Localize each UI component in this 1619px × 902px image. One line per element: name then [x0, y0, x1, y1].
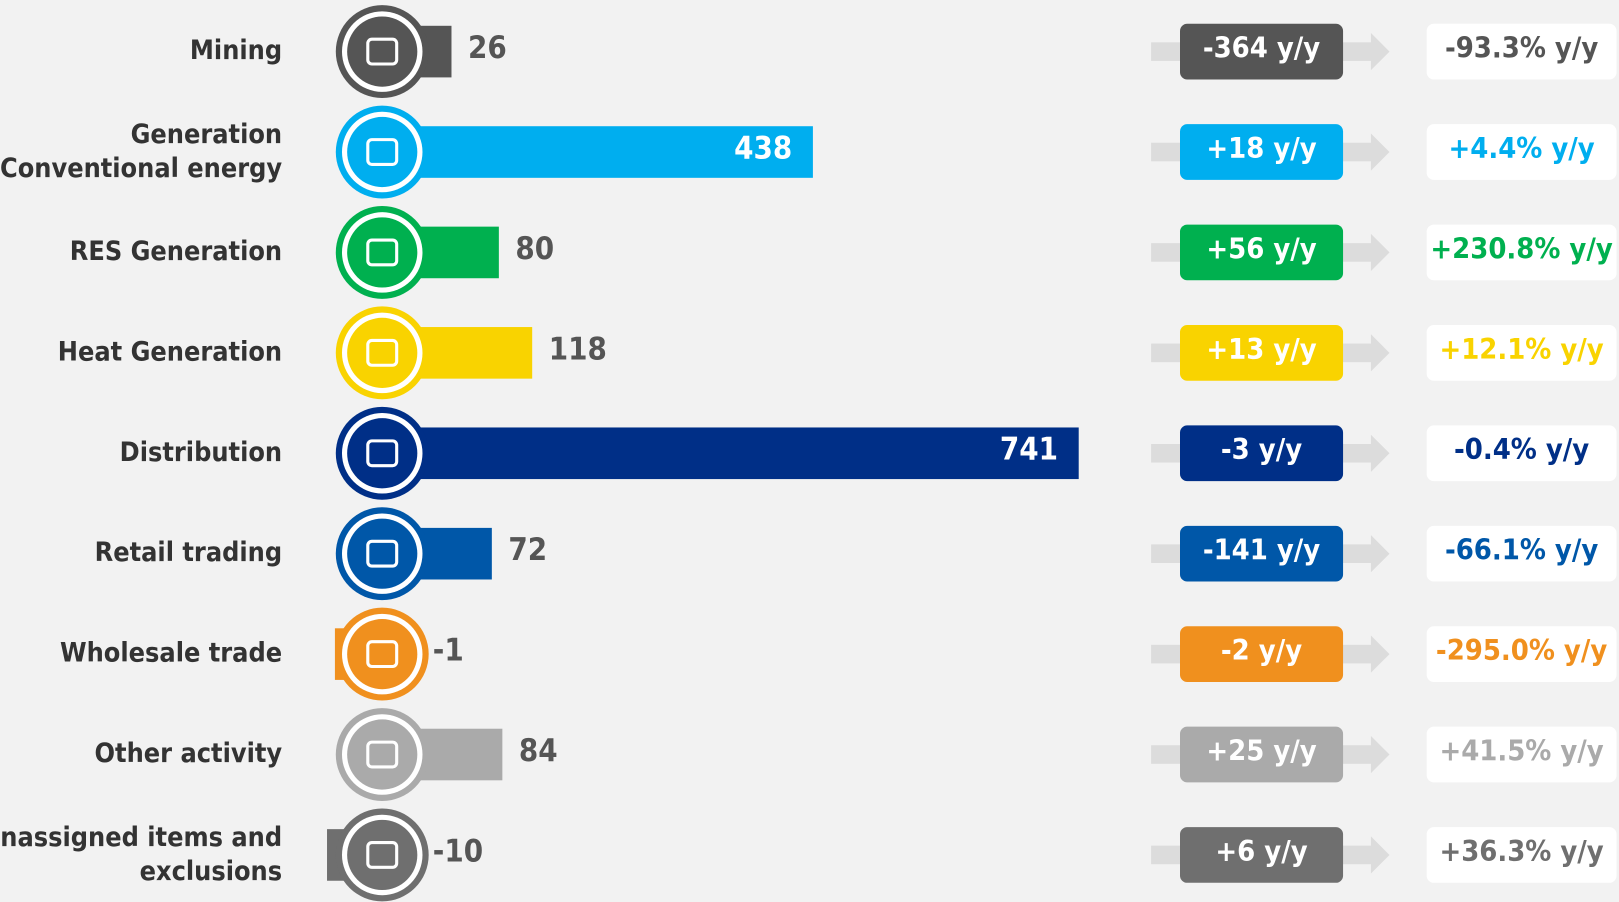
yoy-pct-box [1426, 525, 1617, 582]
yoy-box [1180, 425, 1344, 482]
yoy-pct: -93.3% y/y [1445, 31, 1598, 65]
yoy-pct-box [1426, 23, 1617, 80]
category-label: Wholesale trade [60, 638, 282, 669]
icon-core [347, 16, 418, 87]
yoy-box [1180, 324, 1344, 381]
value-label: 26 [468, 30, 507, 66]
category-label: Generation Conventional energy [0, 118, 282, 183]
value-label: 72 [508, 532, 547, 568]
icon-core [347, 819, 418, 891]
icon-core [347, 418, 418, 489]
yoy-change: +25 y/y [1206, 733, 1316, 767]
category-label: Unassigned items and exclusions [0, 821, 282, 886]
value-label: -1 [433, 633, 464, 669]
yoy-box [1180, 827, 1344, 883]
arrow-head [1370, 133, 1390, 171]
yoy-pct: +4.4% y/y [1448, 131, 1594, 165]
yoy-pct: +36.3% y/y [1439, 834, 1603, 868]
value-label: 84 [519, 733, 558, 769]
arrow-head [1370, 334, 1390, 372]
yoy-pct-box [1426, 324, 1617, 381]
yoy-pct: -295.0% y/y [1436, 633, 1607, 667]
category-label: Distribution [120, 437, 282, 468]
yoy-pct-box [1426, 425, 1617, 482]
yoy-pct: -0.4% y/y [1454, 432, 1589, 466]
arrow-head [1370, 535, 1390, 573]
icon-core [347, 619, 418, 690]
yoy-change: +6 y/y [1215, 834, 1307, 868]
yoy-pct: -66.1% y/y [1445, 533, 1598, 567]
icon-glyph [366, 439, 399, 468]
yoy-pct-box [1426, 726, 1617, 783]
icon-core [347, 217, 418, 288]
arrow-head [1370, 33, 1390, 71]
yoy-pct-box [1426, 224, 1617, 281]
icon-core [347, 317, 418, 388]
yoy-box [1180, 23, 1344, 80]
yoy-box [1180, 525, 1344, 582]
yoy-pct-box [1426, 124, 1617, 180]
icon-glyph [366, 539, 399, 568]
yoy-change: +56 y/y [1206, 231, 1316, 265]
yoy-pct: +12.1% y/y [1439, 332, 1603, 366]
yoy-change: +13 y/y [1206, 332, 1316, 366]
icon-glyph [366, 740, 399, 769]
value-label: 438 [734, 130, 792, 166]
yoy-box [1180, 124, 1344, 180]
icon-core [347, 719, 418, 790]
bar [382, 126, 813, 178]
value-label: 118 [549, 331, 607, 367]
value-label: 741 [1000, 432, 1058, 468]
yoy-pct-box [1426, 626, 1617, 682]
yoy-change: +18 y/y [1206, 131, 1316, 165]
yoy-change: -3 y/y [1221, 432, 1302, 466]
icon-glyph [366, 138, 399, 166]
value-label: 80 [515, 231, 554, 267]
icon-glyph [366, 640, 399, 669]
category-label: RES Generation [70, 236, 282, 267]
arrow-head [1370, 735, 1390, 774]
icon-glyph [366, 238, 399, 267]
yoy-box [1180, 224, 1344, 281]
yoy-change: -364 y/y [1203, 31, 1320, 65]
category-label: Mining [190, 35, 282, 66]
yoy-pct: +41.5% y/y [1439, 733, 1603, 767]
icon-core [347, 518, 418, 589]
icon-glyph [366, 37, 399, 66]
icon-glyph [366, 841, 399, 869]
category-label: Other activity [95, 738, 283, 769]
value-label: -10 [433, 833, 483, 869]
arrow-head [1370, 434, 1390, 472]
yoy-box [1180, 626, 1344, 682]
arrow-head [1370, 233, 1390, 272]
yoy-change: -141 y/y [1203, 533, 1320, 567]
yoy-pct-box [1426, 827, 1617, 883]
icon-glyph [366, 338, 399, 367]
yoy-change: -2 y/y [1221, 633, 1302, 667]
category-label: Retail trading [95, 537, 282, 568]
yoy-pct: +230.8% y/y [1430, 231, 1612, 265]
yoy-box [1180, 726, 1344, 783]
icon-core [347, 116, 418, 188]
arrow-head [1370, 635, 1390, 673]
arrow-head [1370, 836, 1390, 874]
category-label: Heat Generation [58, 336, 282, 367]
bar [382, 427, 1079, 480]
